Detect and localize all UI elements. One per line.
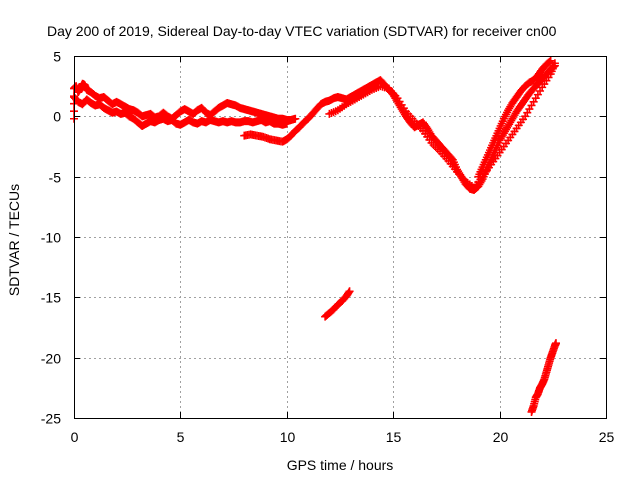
data-point [291, 114, 300, 123]
x-tick-label: 20 [493, 429, 509, 445]
x-axis-label: GPS time / hours [287, 457, 394, 473]
tick-labels: 0 5 10 15 20 25 -25 -20 -15 -10 -5 0 5 [41, 49, 615, 446]
data-point [545, 57, 554, 66]
series-track-g [527, 339, 560, 416]
x-tick-label: 5 [177, 429, 185, 445]
x-tick-label: 0 [71, 429, 79, 445]
data-point [282, 119, 291, 128]
plot-frame [74, 56, 607, 419]
data-point [345, 287, 354, 296]
series-track-c [240, 61, 559, 194]
y-tick-label: -5 [49, 170, 62, 186]
series-track-f [321, 287, 354, 321]
series-track-a [70, 79, 300, 124]
y-tick-label: 0 [53, 109, 61, 125]
y-tick-label: -15 [41, 290, 61, 306]
series-track-b [70, 93, 291, 130]
data-point [551, 339, 560, 348]
y-tick-label: -25 [41, 411, 61, 427]
y-tick-label: 5 [53, 49, 61, 65]
x-tick-label: 15 [386, 429, 402, 445]
y-tick-label: -20 [41, 351, 61, 367]
data-point [546, 56, 555, 65]
data-points [70, 56, 560, 416]
x-tick-label: 10 [280, 429, 296, 445]
x-tick-label: 25 [599, 429, 615, 445]
series-track-e [474, 56, 555, 181]
y-tick-label: -10 [41, 230, 61, 246]
y-axis-label: SDTVAR / TECUs [6, 184, 22, 296]
chart-title: Day 200 of 2019, Sidereal Day-to-day VTE… [47, 23, 557, 39]
series-track-d [325, 59, 559, 192]
